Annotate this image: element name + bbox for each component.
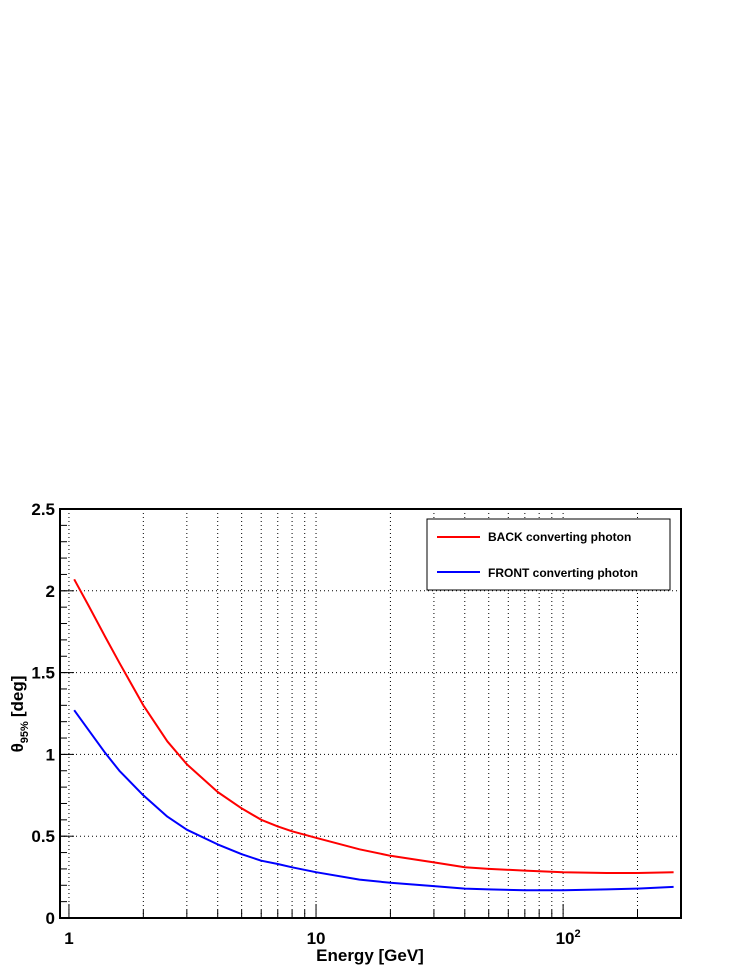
series-line-back xyxy=(73,578,674,874)
y-tick-label: 0.5 xyxy=(31,827,55,846)
y-tick-label: 1.5 xyxy=(31,664,55,683)
y-axis-subscript: 95% xyxy=(19,721,31,743)
x-tick-label: 1 xyxy=(64,929,73,948)
tick-labels: 0 0.5 1 1.5 2 2.5 1 10 102 xyxy=(31,500,580,948)
series-layer xyxy=(73,578,674,892)
series-line-front xyxy=(73,709,674,892)
plot-frame xyxy=(59,508,682,919)
y-tick-label: 0 xyxy=(46,909,55,928)
legend-label-front: FRONT converting photon xyxy=(488,566,638,580)
x-tick-label: 10 xyxy=(307,929,326,948)
y-axis-symbol: θ xyxy=(8,743,27,752)
x-tick-label: 102 xyxy=(556,928,581,948)
y-tick-label: 2.5 xyxy=(31,500,55,519)
y-tick-label: 2 xyxy=(46,582,55,601)
legend-box xyxy=(426,518,671,591)
y-tick-label: 1 xyxy=(46,745,55,764)
legend-label-back: BACK converting photon xyxy=(488,530,631,544)
y-axis-unit: [deg] xyxy=(8,676,27,718)
x-axis-title: Energy [GeV] xyxy=(316,946,424,965)
y-axis-title: θ95% [deg] xyxy=(8,676,31,753)
axis-ticks xyxy=(60,508,682,919)
legend: BACK converting photon FRONT converting … xyxy=(426,518,671,591)
